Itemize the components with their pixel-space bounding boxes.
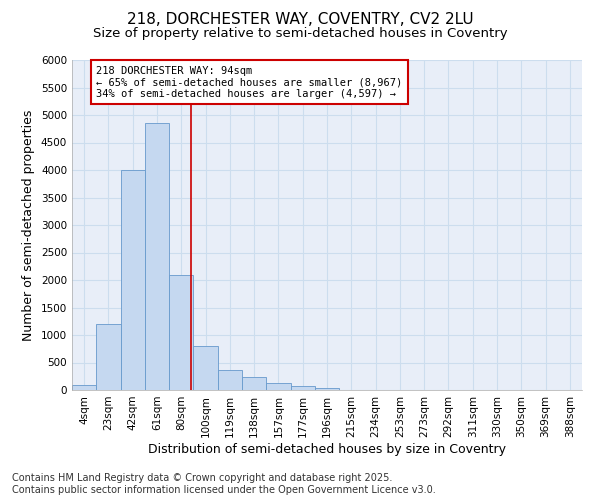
Bar [266,383,290,390]
Bar [218,370,242,390]
Bar [145,123,169,390]
Bar [290,386,315,390]
Y-axis label: Number of semi-detached properties: Number of semi-detached properties [22,110,35,340]
Text: 218, DORCHESTER WAY, COVENTRY, CV2 2LU: 218, DORCHESTER WAY, COVENTRY, CV2 2LU [127,12,473,28]
Bar [169,274,193,390]
Bar [121,170,145,390]
Text: 218 DORCHESTER WAY: 94sqm
← 65% of semi-detached houses are smaller (8,967)
34% : 218 DORCHESTER WAY: 94sqm ← 65% of semi-… [96,66,403,98]
Bar [242,378,266,390]
Text: Size of property relative to semi-detached houses in Coventry: Size of property relative to semi-detach… [92,28,508,40]
Bar [96,324,121,390]
Bar [72,384,96,390]
X-axis label: Distribution of semi-detached houses by size in Coventry: Distribution of semi-detached houses by … [148,442,506,456]
Text: Contains HM Land Registry data © Crown copyright and database right 2025.
Contai: Contains HM Land Registry data © Crown c… [12,474,436,495]
Bar [315,388,339,390]
Bar [193,346,218,390]
